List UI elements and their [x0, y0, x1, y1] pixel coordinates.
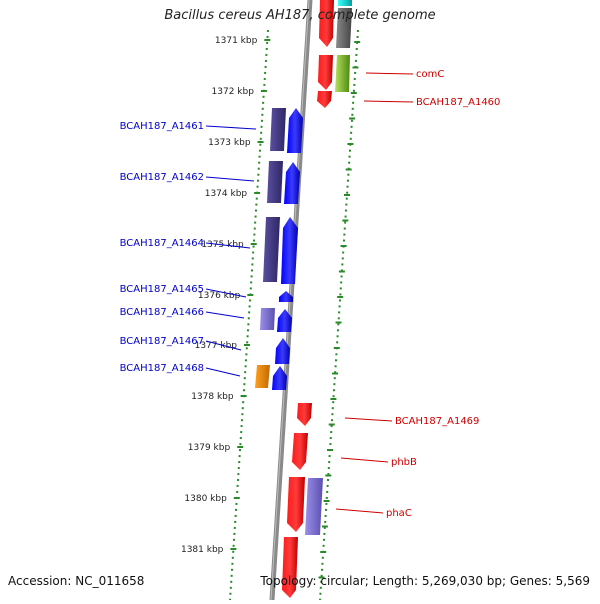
gene-label-right[interactable]: comC — [416, 69, 444, 80]
gene-label-left[interactable]: BCAH187_A1467 — [120, 336, 204, 347]
gene-phbb[interactable] — [292, 433, 308, 470]
label-connector — [205, 125, 257, 130]
label-connector — [205, 242, 251, 249]
scale-label: 1373 kbp — [208, 138, 251, 148]
cog-block-comc-green[interactable] — [335, 55, 350, 92]
gene-label-left[interactable]: BCAH187_A1462 — [120, 172, 204, 183]
genome-summary-text: Topology: circular; Length: 5,269,030 bp… — [260, 574, 590, 588]
cog-features-right — [305, 0, 352, 535]
label-connector — [205, 176, 255, 182]
scale-label: 1372 kbp — [212, 87, 255, 97]
scale-label: 1371 kbp — [215, 36, 258, 46]
label-connector — [205, 340, 242, 351]
gene-a1460[interactable] — [317, 91, 332, 108]
major-ticks — [230, 39, 271, 550]
gene-a1461[interactable] — [287, 108, 303, 153]
cog-block-top-cyan[interactable] — [338, 0, 352, 6]
gene-label-left[interactable]: BCAH187_A1465 — [120, 284, 204, 295]
right-label-connectors — [335, 72, 414, 514]
scale-label: 1376 kbp — [198, 291, 241, 301]
gene-label-right[interactable]: phbB — [391, 457, 417, 468]
right-tick-rail — [319, 29, 359, 601]
gene-a1469[interactable] — [297, 403, 312, 426]
forward-genes — [272, 108, 303, 390]
label-connector — [340, 457, 389, 463]
gene-bottom[interactable] — [282, 537, 298, 598]
scale-label: 1374 kbp — [205, 189, 248, 199]
right-ticks — [318, 41, 361, 579]
reverse-genes — [282, 0, 334, 598]
gene-a1464[interactable] — [281, 217, 298, 284]
scale-label: 1380 kbp — [184, 494, 227, 504]
label-connector — [365, 72, 414, 75]
label-connector — [344, 417, 393, 422]
scale-label: 1379 kbp — [188, 443, 231, 453]
gene-a1467[interactable] — [275, 338, 290, 364]
left-gene-labels: BCAH187_A1461 BCAH187_A1462 BCAH187_A1464 B… — [120, 121, 204, 374]
gene-top-1[interactable] — [319, 0, 334, 47]
cog-block-a1462[interactable] — [267, 161, 283, 203]
label-connector — [205, 311, 245, 319]
label-connector — [363, 100, 414, 103]
gene-label-left[interactable]: BCAH187_A1468 — [120, 363, 204, 374]
gene-label-right[interactable]: BCAH187_A1469 — [395, 416, 479, 427]
cog-block-a1464[interactable] — [263, 217, 280, 282]
cog-block-top-gray[interactable] — [336, 8, 352, 48]
gene-comc[interactable] — [318, 55, 333, 90]
label-connector — [205, 288, 247, 298]
gene-phac[interactable] — [287, 477, 305, 532]
map-title: Bacillus cereus AH187, complete genome — [164, 8, 436, 23]
cog-block-a1468[interactable] — [255, 365, 270, 388]
cog-block-a1461[interactable] — [270, 108, 286, 151]
cog-block-phac[interactable] — [305, 478, 323, 535]
gene-label-left[interactable]: BCAH187_A1466 — [120, 307, 204, 318]
label-connector — [205, 367, 241, 377]
gene-label-left[interactable]: BCAH187_A1461 — [120, 121, 204, 132]
scale-label: 1378 kbp — [191, 392, 234, 402]
cog-features-left — [255, 108, 286, 388]
gene-a1468[interactable] — [272, 366, 287, 390]
label-connector — [335, 508, 384, 514]
gene-label-right[interactable]: BCAH187_A1460 — [416, 97, 500, 108]
left-label-connectors — [205, 125, 257, 377]
gene-a1466[interactable] — [277, 309, 292, 332]
gene-label-right[interactable]: phaC — [386, 508, 412, 519]
cog-block-a1466[interactable] — [260, 308, 275, 330]
scale-label: 1381 kbp — [181, 545, 224, 555]
gene-a1462[interactable] — [284, 162, 300, 204]
gene-label-left[interactable]: BCAH187_A1464 — [120, 238, 204, 249]
scale-label: 1377 kbp — [195, 341, 238, 351]
accession-text: Accession: NC_011658 — [8, 574, 145, 588]
right-gene-labels: comC BCAH187_A1460 BCAH187_A1469 phbB phaC — [386, 69, 500, 519]
gene-a1465[interactable] — [279, 291, 293, 302]
